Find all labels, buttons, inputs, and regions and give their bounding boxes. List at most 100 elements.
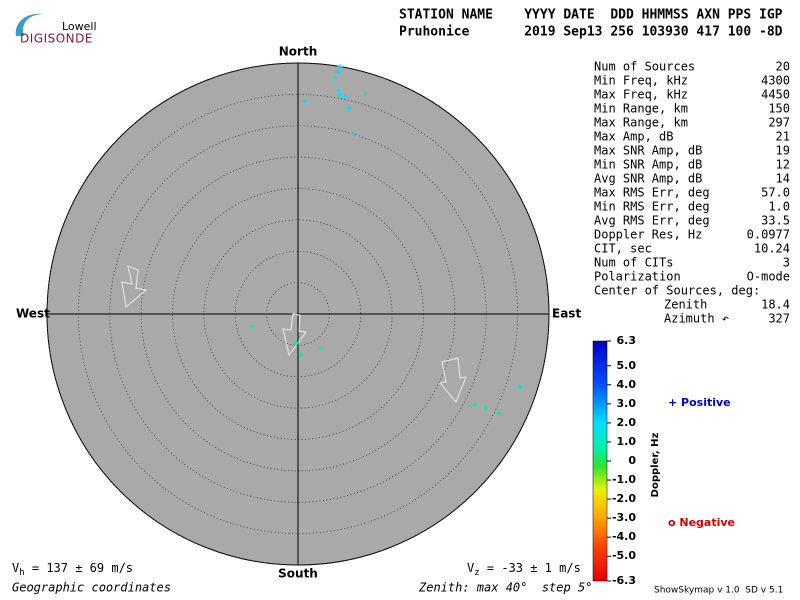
stat-value: 12 — [776, 158, 790, 172]
source-point — [337, 64, 343, 70]
south-label: South — [278, 567, 318, 581]
stat-label: Min Range, km — [594, 102, 688, 116]
stat-label: Max RMS Err, deg — [594, 186, 710, 200]
center-label: Zenith — [664, 298, 707, 312]
stat-label: Min SNR Amp, dB — [594, 158, 702, 172]
colorbar-tick-label: 1.0 — [617, 435, 637, 448]
stat-label: Max Freq, kHz — [594, 88, 688, 102]
colorbar-tick-label: -4.0 — [612, 530, 636, 543]
zenith-note: Zenith: max 40° step 5° — [418, 581, 592, 595]
stat-value: 0.0977 — [747, 228, 790, 242]
source-point — [351, 130, 357, 136]
source-point — [294, 340, 300, 346]
vh: Vh = 137 ± 69 m/s — [12, 561, 133, 578]
drift-arrow — [282, 313, 308, 357]
stat-value: 57.0 — [761, 186, 790, 200]
stat-value: 150 — [768, 102, 790, 116]
stat-value: 10.24 — [754, 242, 790, 256]
version: ShowSkymap v 1.0 SD v 5.1 — [654, 586, 783, 596]
source-point — [472, 402, 478, 408]
drift-arrow — [121, 265, 148, 309]
source-point — [302, 98, 308, 104]
north-label: North — [279, 45, 317, 59]
stat-label: Num of CITs — [594, 256, 673, 270]
vz-text: = -33 ± 1 m/s — [480, 561, 581, 575]
vh-text: = 137 ± 69 m/s — [25, 561, 133, 575]
colorbar-tick-label: -5.0 — [612, 549, 636, 562]
stat-value: 1.0 — [768, 200, 790, 214]
stat-value: 4450 — [761, 88, 790, 102]
source-point — [335, 69, 341, 75]
coords-note: Geographic coordinates — [12, 581, 171, 595]
stat-label: Max Amp, dB — [594, 130, 673, 144]
stat-value: 19 — [776, 144, 790, 158]
colorbar-tick-label: -6.3 — [612, 574, 636, 587]
stat-label: Num of Sources — [594, 60, 695, 74]
colorbar-tick-label: 4.0 — [617, 378, 637, 391]
center-label: Azimuth ↶ — [664, 312, 729, 326]
logo-line2: DIGISONDE — [20, 32, 93, 46]
colorbar-tick-label: -3.0 — [612, 511, 636, 524]
source-point — [363, 90, 369, 96]
stat-value: 3 — [783, 256, 790, 270]
colorbar-label: Doppler, Hz — [650, 433, 661, 498]
source-point — [318, 345, 324, 351]
logo-swoosh — [15, 13, 44, 36]
colorbar — [592, 340, 608, 582]
legend-negative: o Negative — [668, 516, 735, 529]
logo: Lowell DIGISONDE — [15, 13, 97, 46]
stat-label: Avg RMS Err, deg — [594, 214, 710, 228]
stat-value: 4300 — [761, 74, 790, 88]
vz-symbol: V — [467, 561, 474, 575]
logo-line1: Lowell — [62, 20, 97, 33]
colorbar-tick-label: -2.0 — [612, 492, 636, 505]
sources — [249, 64, 523, 416]
stat-value: 21 — [776, 130, 790, 144]
vh-sub: h — [19, 568, 24, 578]
legend-positive: + Positive — [668, 396, 731, 409]
vz-sub: z — [474, 568, 479, 578]
stats-table: Num of Sources 20 Min Freq, kHz 4300 Max Fre… — [594, 60, 790, 326]
drift-arrow — [438, 357, 467, 404]
source-point — [249, 323, 255, 329]
stat-label: Min Freq, kHz — [594, 74, 688, 88]
source-point — [298, 352, 304, 358]
stat-value: O-mode — [747, 270, 790, 284]
source-point — [496, 410, 502, 416]
stat-label: Polarization — [594, 270, 681, 284]
source-point — [335, 87, 341, 93]
stat-label: Max SNR Amp, dB — [594, 144, 702, 158]
stat-label: CIT, sec — [594, 242, 652, 256]
stat-label: Center of Sources, deg: — [594, 284, 760, 298]
colorbar-ticks: 6.3 5.0 4.0 3.0 2.0 1.0 0 -1.0 -2.0 -3.0 -4.0 -5.0 -… — [607, 334, 636, 587]
colorbar-tick-label: 2.0 — [617, 416, 637, 429]
source-point — [482, 405, 488, 411]
colorbar-tick-label: 6.3 — [617, 334, 637, 347]
stat-label: Doppler Res, Hz — [594, 228, 702, 242]
stat-label: Min RMS Err, deg — [594, 200, 710, 214]
source-point — [332, 75, 338, 81]
east-label: East — [552, 307, 581, 321]
colorbar-tick-label: 5.0 — [617, 359, 637, 372]
stat-label: Max Range, km — [594, 116, 688, 130]
colorbar-tick-label: 3.0 — [617, 397, 637, 410]
header-values: Pruhonice 2019 Sep13 256 103930 417 100 … — [399, 25, 783, 40]
source-point — [517, 384, 523, 390]
stat-label: Avg SNR Amp, dB — [594, 172, 702, 186]
center-value: 18.4 — [761, 298, 790, 312]
colorbar-tick-label: -1.0 — [612, 473, 636, 486]
stat-value: 20 — [776, 60, 790, 74]
center-value: 327 — [768, 312, 790, 326]
vz: Vz = -33 ± 1 m/s — [467, 561, 581, 578]
colorbar-tick-label: 0 — [628, 454, 636, 467]
header-labels: STATION NAME YYYY DATE DDD HHMMSS AXN PP… — [399, 8, 783, 23]
west-label: West — [16, 307, 50, 321]
stat-value: 297 — [768, 116, 790, 130]
stat-value: 33.5 — [761, 214, 790, 228]
source-point — [337, 92, 343, 98]
source-point — [342, 93, 348, 99]
stat-value: 14 — [776, 172, 790, 186]
source-point — [346, 105, 352, 111]
drift-arrows — [121, 265, 467, 404]
